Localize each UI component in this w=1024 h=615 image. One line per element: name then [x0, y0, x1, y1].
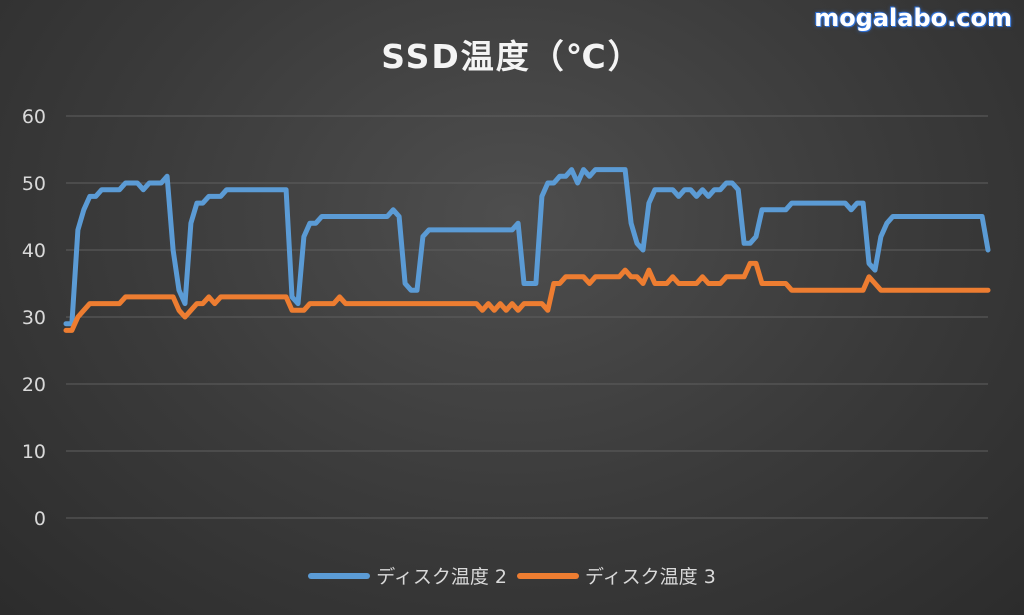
series-line-disk3	[63, 260, 991, 333]
chart-title: SSD温度（℃）	[381, 37, 643, 76]
y-tick-label-50: 50	[22, 173, 46, 195]
y-axis-ticks: 0 10 20 30 40 50 60	[22, 106, 46, 530]
y-tick-label-10: 10	[22, 441, 46, 463]
series-lines	[63, 167, 991, 333]
series-line-disk2	[63, 167, 991, 327]
legend-swatch-disk2	[308, 572, 371, 579]
legend-swatch-disk3	[517, 572, 579, 579]
y-tick-label-40: 40	[22, 240, 46, 262]
y-tick-label-0: 0	[34, 508, 46, 530]
site-watermark: mogalabo.com	[814, 4, 1012, 32]
legend: ディスク温度 2 ディスク温度 3	[0, 562, 1024, 589]
y-tick-label-60: 60	[22, 106, 46, 128]
legend-item-disk3: ディスク温度 3	[517, 562, 716, 589]
y-tick-label-30: 30	[22, 307, 46, 329]
y-tick-label-20: 20	[22, 374, 46, 396]
legend-label-disk2: ディスク温度 2	[376, 566, 507, 588]
legend-item-disk2: ディスク温度 2	[308, 562, 507, 589]
legend-label-disk3: ディスク温度 3	[585, 566, 716, 588]
gridlines	[66, 115, 988, 519]
